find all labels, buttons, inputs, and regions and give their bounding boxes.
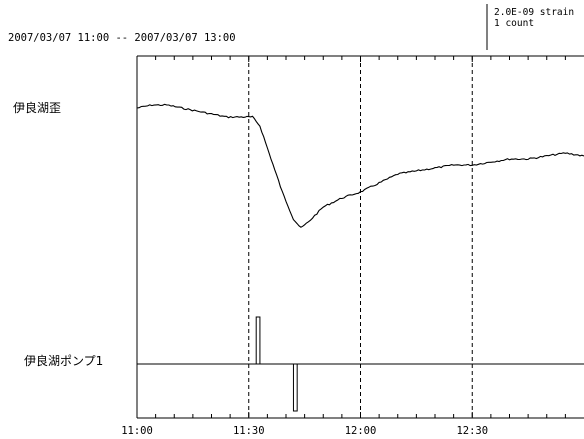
pump-pulse [292,363,298,412]
grid-lines [248,56,473,418]
pump-pulse [255,316,261,365]
series-line-strain [136,103,584,228]
chart-title: 2007/03/07 11:00 -- 2007/03/07 13:00 [8,32,236,44]
x-tick-label: 12:00 [345,425,377,437]
x-tick-label: 11:00 [121,425,153,437]
x-tick-labels: 11:00 11:30 12:00 12:30 [121,425,488,437]
x-tick-label: 12:30 [456,425,488,437]
pump-pulses [255,316,298,412]
scale-legend-line1: 2.0E-09 strain [494,7,574,18]
series-label-pump: 伊良湖ポンプ1 [24,353,103,368]
scale-legend-line2: 1 count [494,18,534,29]
tick-marks [155,56,566,418]
x-tick-label: 11:30 [233,425,265,437]
series-label-strain: 伊良湖歪 [13,100,61,115]
